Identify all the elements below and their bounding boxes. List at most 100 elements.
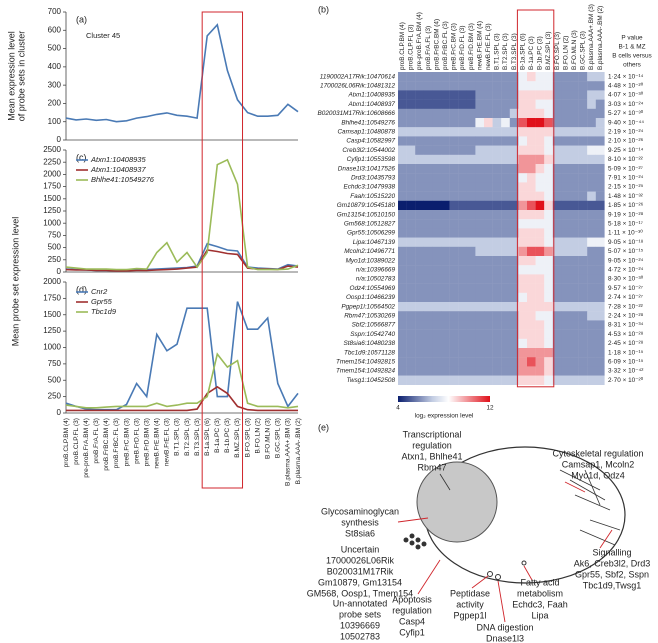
- heatmap-cell: [458, 72, 467, 82]
- row-label: Bhlhe41:10549276: [341, 119, 395, 126]
- heatmap-cell: [509, 136, 519, 146]
- heatmap-cell: [501, 329, 510, 339]
- x-tick-label: B.MZ.SPL (3): [234, 418, 241, 458]
- heatmap-cell: [432, 145, 442, 155]
- heatmap-cell: [544, 118, 553, 128]
- heatmap-cell: [570, 329, 579, 339]
- heatmap-cell: [595, 173, 605, 183]
- heatmap-cell: [509, 118, 519, 128]
- heatmap-cell: [406, 81, 416, 91]
- heatmap-cell: [406, 228, 416, 238]
- row-label: 1700026L06Rik:10481312: [320, 82, 395, 89]
- heatmap-cell: [570, 320, 579, 330]
- heatmap-cell: [578, 173, 588, 183]
- heatmap-cell: [595, 136, 605, 146]
- heatmap-cell: [509, 256, 519, 266]
- heatmap-cell: [423, 81, 433, 91]
- heatmap-cell: [441, 182, 450, 192]
- row-label: Atxn1:10408937: [347, 101, 395, 108]
- heatmap-cell: [441, 338, 450, 349]
- heatmap-cell: [587, 200, 596, 211]
- legend-label: Cnr2: [91, 287, 108, 296]
- row-label: St8sia6:10480238: [343, 340, 395, 347]
- heatmap-cell: [544, 164, 553, 174]
- heatmap-cell: [570, 154, 579, 165]
- colorbar-min: 4: [396, 405, 400, 412]
- heatmap-cell: [492, 348, 502, 358]
- heatmap-cell: [578, 81, 588, 91]
- heatmap-cell: [518, 90, 528, 100]
- heatmap-cell: [449, 145, 459, 155]
- diagram-label: regulation: [412, 440, 452, 450]
- heatmap-cell: [466, 357, 476, 367]
- cluster-label: Cluster 45: [86, 31, 120, 40]
- heatmap-cell: [432, 81, 442, 91]
- heatmap-cell: [432, 127, 442, 137]
- heatmap-cell: [509, 154, 519, 165]
- heatmap-cell: [432, 210, 442, 220]
- heatmap-cell: [484, 136, 493, 146]
- heatmap-cell: [398, 108, 407, 119]
- heatmap-cell: [423, 274, 433, 284]
- heatmap-cell: [587, 320, 596, 330]
- granules: [403, 533, 427, 550]
- heatmap-cell: [595, 164, 605, 174]
- heatmap-cell: [587, 302, 596, 312]
- heatmap-cell: [441, 145, 450, 155]
- y-tick-label: 400: [48, 62, 62, 71]
- heatmap-cell: [475, 292, 485, 303]
- heatmap-cell: [544, 191, 553, 201]
- heatmap-cell: [475, 145, 485, 155]
- heatmap-cell: [552, 154, 562, 165]
- p-value: 2·24 × 10⁻²⁸: [608, 312, 644, 319]
- heatmap-cell: [466, 99, 476, 109]
- heatmap-cell: [518, 154, 528, 165]
- heatmap-cell: [432, 283, 442, 293]
- heatmap-cell: [492, 375, 502, 385]
- heatmap-cell: [492, 210, 502, 220]
- row-label: Twsg1:10452508: [346, 377, 395, 384]
- heatmap-cell: [570, 366, 579, 376]
- heatmap-cell: [561, 72, 571, 82]
- heatmap-cell: [475, 127, 485, 137]
- heatmap-cell: [544, 210, 553, 220]
- heatmap-cell: [432, 320, 442, 330]
- row-label: Sbf2:10566877: [352, 322, 396, 329]
- column-label: proB.FrA.FL (3): [425, 26, 432, 70]
- heatmap-cell: [552, 210, 562, 220]
- heatmap-cell: [449, 274, 459, 284]
- heatmap-cell: [544, 246, 553, 257]
- heatmap-cell: [466, 145, 476, 155]
- heatmap-cell: [406, 136, 416, 146]
- heatmap-cell: [595, 200, 605, 211]
- heatmap-cell: [527, 366, 536, 376]
- row-label: Sspn:10542740: [350, 331, 395, 338]
- heatmap-cell: [527, 210, 536, 220]
- heatmap-cell: [587, 311, 596, 321]
- heatmap-cell: [449, 118, 459, 128]
- heatmap-cell: [432, 366, 442, 376]
- heatmap-cell: [398, 173, 407, 183]
- heatmap-cell: [561, 274, 571, 284]
- heatmap-cell: [518, 357, 528, 367]
- heatmap-cell: [475, 182, 485, 192]
- heatmap-cell: [441, 90, 450, 100]
- heatmap-cell: [441, 311, 450, 321]
- y-axis-label: of probe sets in cluster: [16, 31, 26, 122]
- heatmap-cell: [527, 338, 536, 349]
- heatmap-cell: [398, 256, 407, 266]
- heatmap-cell: [398, 311, 407, 321]
- heatmap-cell: [466, 182, 476, 192]
- heatmap-cell: [527, 118, 536, 128]
- heatmap-cell: [552, 329, 562, 339]
- p-value: 1·11 × 10⁻³⁰: [608, 230, 643, 237]
- heatmap-cell: [475, 246, 485, 257]
- heatmap-cell: [544, 90, 553, 100]
- heatmap-cell: [492, 366, 502, 376]
- heatmap-cell: [406, 173, 416, 183]
- heatmap-cell: [518, 145, 528, 155]
- row-label: Myo1d:10389022: [346, 257, 396, 264]
- heatmap-cell: [406, 72, 416, 82]
- heatmap-cell: [441, 357, 450, 367]
- heatmap-cell: [458, 366, 467, 376]
